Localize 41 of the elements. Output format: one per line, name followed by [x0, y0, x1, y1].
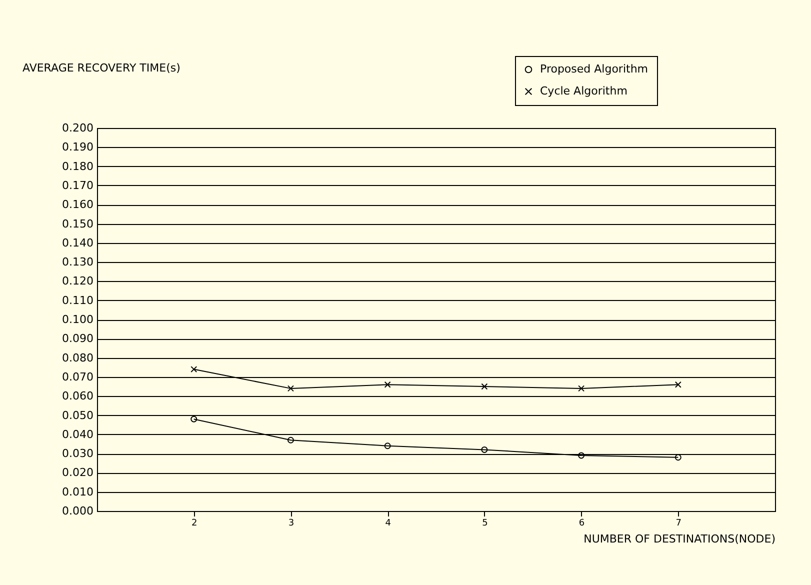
- point: [384, 381, 391, 388]
- x-tick-label: 6: [578, 518, 585, 528]
- y-tick-label: 0.100: [62, 313, 94, 326]
- y-tick-label: 0.170: [62, 178, 94, 192]
- y-tick-label: 0.180: [62, 160, 94, 173]
- point: [190, 366, 198, 373]
- y-tick-label: 0.130: [62, 256, 94, 269]
- legend-label: Cycle Algorithm: [540, 84, 628, 98]
- x-tick-label: 2: [191, 518, 198, 528]
- point: [578, 385, 585, 392]
- y-tick-label: 0.200: [62, 122, 94, 134]
- y-tick-label: 0.060: [62, 390, 94, 403]
- point: [674, 381, 682, 388]
- y-tick-label: 0.090: [62, 332, 94, 346]
- y-tick-label: 0.120: [62, 274, 94, 288]
- y-tick-label: 0.190: [62, 140, 94, 154]
- y-tick-label: 0.010: [62, 485, 94, 498]
- point: [287, 436, 294, 444]
- point: [481, 446, 488, 453]
- y-tick-label: 0.070: [62, 370, 94, 384]
- x-tick-label: 4: [385, 518, 392, 528]
- y-tick-label: 0.000: [62, 504, 94, 518]
- point: [287, 385, 294, 392]
- x-tick-label: 3: [288, 518, 294, 528]
- y-tick-label: 0.020: [62, 466, 94, 480]
- y-tick-label: 0.080: [62, 351, 94, 364]
- y-tick-label: 0.050: [62, 408, 94, 422]
- x-tick-label: 5: [482, 518, 488, 528]
- point: [384, 442, 391, 450]
- legend-label: Proposed Algorithm: [540, 62, 648, 76]
- y-tick-label: 0.110: [62, 294, 94, 307]
- y-tick-label: 0.160: [62, 198, 94, 212]
- y-tick-label: 0.140: [62, 236, 94, 250]
- y-tick-label: 0.150: [62, 217, 94, 230]
- point: [481, 383, 488, 390]
- y-axis-title: AVERAGE RECOVERY TIME(s): [22, 62, 180, 74]
- y-tick-label: 0.040: [62, 428, 94, 441]
- y-tick-label: 0.030: [62, 447, 94, 460]
- x-axis-title: NUMBER OF DESTINATIONS(NODE): [584, 532, 776, 546]
- point: [578, 452, 585, 459]
- x-tick-label: 7: [676, 518, 682, 528]
